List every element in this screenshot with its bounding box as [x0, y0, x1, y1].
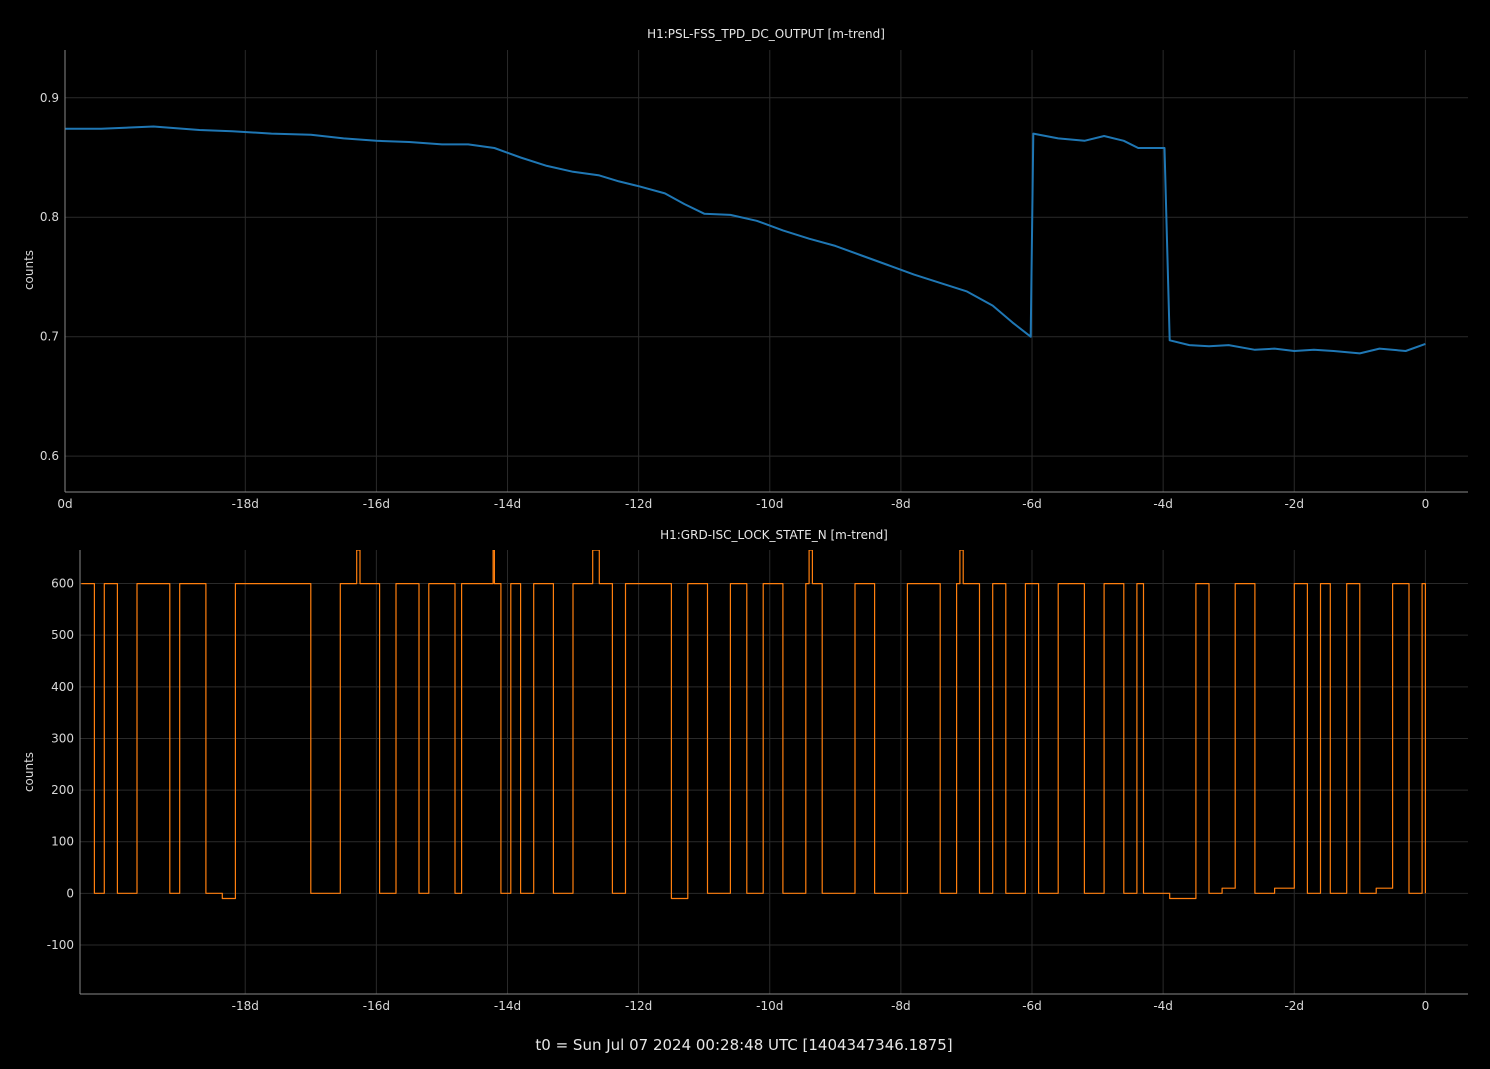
top-plot-y-tick-label: 0.8 [40, 210, 59, 224]
bottom-plot-series [81, 550, 1426, 900]
top-plot-axes [64, 50, 1468, 493]
bottom-plot-x-tick-label: -18d [232, 999, 259, 1013]
top-plot-y-tick-label: 0.9 [40, 91, 59, 105]
bottom-plot-x-tick-label: 0 [1422, 999, 1430, 1013]
bottom-plot-x-tick-label: -2d [1284, 999, 1304, 1013]
top-plot-x-tick-label: 0d [57, 497, 72, 511]
bottom-plot-title: H1:GRD-ISC_LOCK_STATE_N [m-trend] [660, 528, 888, 542]
top-plot-x-tick-label: -8d [891, 497, 911, 511]
bottom-plot-y-tick-label: 300 [51, 731, 74, 745]
bottom-plot-y-tick-label: -100 [47, 938, 74, 952]
top-plot-x-tick-label: -18d [232, 497, 259, 511]
bottom-plot-y-tick-label: 400 [51, 680, 74, 694]
gps-time-reference: t0 = Sun Jul 07 2024 00:28:48 UTC [14043… [535, 1036, 952, 1054]
top-plot-x-tick-label: -10d [756, 497, 783, 511]
top-plot-y-axis-label: counts [22, 250, 36, 290]
bottom-plot-y-tick-label: 0 [66, 886, 74, 900]
bottom-plot-series-line [81, 550, 1426, 900]
bottom-plot-axes [79, 550, 1468, 995]
top-plot-series [65, 125, 1426, 355]
top-plot-x-tick-label: -4d [1153, 497, 1173, 511]
top-plot-y-tick-label: 0.7 [40, 330, 59, 344]
bottom-plot-x-tick-label: -16d [363, 999, 390, 1013]
top-plot-x-tick-label: -12d [625, 497, 652, 511]
bottom-plot-x-tick-label: -12d [625, 999, 652, 1013]
top-plot-x-tick-label: -6d [1022, 497, 1042, 511]
bottom-plot-panel: H1:GRD-ISC_LOCK_STATE_N [m-trend] counts… [22, 528, 1468, 1013]
bottom-plot-x-tick-label: -14d [494, 999, 521, 1013]
top-plot-x-tick-label: -14d [494, 497, 521, 511]
top-plot-y-tick-label: 0.6 [40, 449, 59, 463]
top-plot-x-tick-label: -2d [1284, 497, 1304, 511]
bottom-plot-x-tick-label: -6d [1022, 999, 1042, 1013]
bottom-plot-x-tick-label: -10d [756, 999, 783, 1013]
bottom-plot-y-tick-label: 100 [51, 835, 74, 849]
bottom-plot-x-tick-label: -4d [1153, 999, 1173, 1013]
top-plot-x-tick-label: -16d [363, 497, 390, 511]
bottom-plot-y-tick-label: 600 [51, 577, 74, 591]
top-plot-series-line [65, 125, 1426, 355]
top-plot-panel: H1:PSL-FSS_TPD_DC_OUTPUT [m-trend] count… [22, 27, 1468, 511]
bottom-plot-y-axis-label: counts [22, 752, 36, 792]
bottom-plot-y-tick-label: 200 [51, 783, 74, 797]
bottom-plot-y-tick-label: 500 [51, 628, 74, 642]
top-plot-x-tick-label: 0 [1422, 497, 1430, 511]
bottom-plot-x-tick-label: -8d [891, 999, 911, 1013]
top-plot-title: H1:PSL-FSS_TPD_DC_OUTPUT [m-trend] [647, 27, 885, 41]
top-plot-ticks: 0d -18d -16d -14d -12d -10d -8d -6d -4d -2d 0 0.6 0.… [40, 91, 1429, 511]
bottom-plot-ticks: -18d -16d -14d -12d -10d -8d -6d -4d -2d 0 -100 0 10… [47, 577, 1429, 1013]
